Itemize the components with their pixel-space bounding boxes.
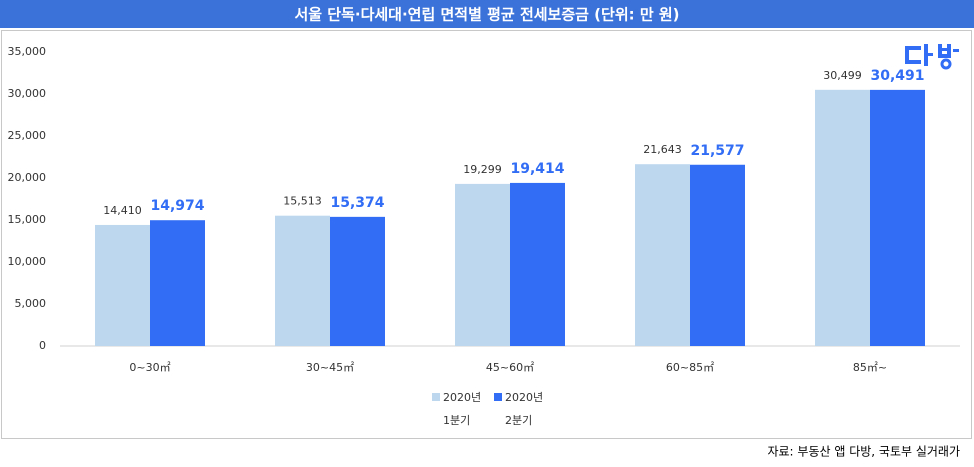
value-label: 14,974 [150,198,204,214]
value-label: 21,577 [690,143,744,159]
y-tick-label: 10,000 [8,255,47,268]
source-note: 자료: 부동산 앱 다방, 국토부 실거래가 [767,445,960,459]
bar [870,89,925,346]
bar [455,183,510,346]
bar [690,164,745,346]
y-tick-label: 35,000 [8,45,47,58]
x-tick-label: 85㎡~ [853,361,887,374]
x-tick-label: 60~85㎡ [666,361,714,374]
bar [815,89,870,346]
bar [95,224,150,346]
logo [905,44,959,70]
value-label: 15,374 [330,195,384,211]
y-tick-label: 0 [39,339,46,352]
value-label: 21,643 [643,143,682,156]
value-label: 15,513 [283,195,322,208]
bar [150,220,205,346]
title-bar [0,0,974,28]
y-tick-label: 30,000 [8,87,47,100]
chart-frame [1,30,972,439]
x-tick-label: 30~45㎡ [306,361,354,374]
chart-title: 서울 단독·다세대·연립 면적별 평균 전세보증금 (단위: 만 원) [294,6,679,24]
y-tick-label: 25,000 [8,129,47,142]
value-label: 30,491 [870,68,924,84]
legend-period: 1분기 [443,414,470,427]
value-label: 14,410 [103,204,142,217]
bar [635,164,690,346]
bar [330,216,385,346]
legend-label: 2020년 [505,391,543,404]
legend-label: 2020년 [443,391,481,404]
bar [510,182,565,346]
value-label: 19,299 [463,163,502,176]
y-tick-label: 5,000 [15,297,47,310]
value-label: 19,414 [510,161,564,177]
legend-swatch [494,393,502,401]
x-tick-label: 0~30㎡ [129,361,170,374]
legend-swatch [432,393,440,401]
y-tick-label: 15,000 [8,213,47,226]
value-label: 30,499 [823,69,862,82]
x-tick-label: 45~60㎡ [486,361,534,374]
legend-period: 2분기 [505,414,532,427]
y-tick-label: 20,000 [8,171,47,184]
bar [275,215,330,346]
